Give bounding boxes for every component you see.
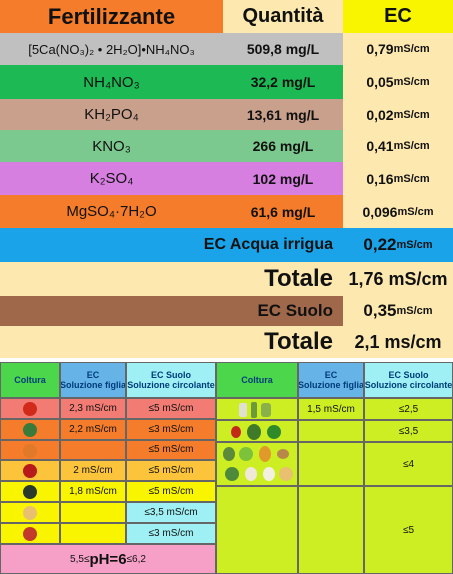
fertilizer-ec-1: 0,79 mS/cm	[343, 33, 453, 65]
crop-cell-left-5	[0, 481, 60, 502]
final-total-label: Totale	[0, 326, 343, 358]
cabbage-icon	[225, 467, 239, 481]
fertilizer-ec-5: 0,16 mS/cm	[343, 162, 453, 195]
ph-note: 5,5≤ pH=6 ≤6,2	[0, 544, 216, 574]
fertilizer-ec-2: 0,05 mS/cm	[343, 65, 453, 99]
fertilizer-quantity-3: 13,61 mg/L	[223, 99, 343, 130]
crop-cell-left-6	[0, 502, 60, 523]
leek-icon	[239, 403, 247, 417]
onion-icon	[245, 467, 257, 481]
ec-cell-left-2: 2,2 mS/cm	[60, 418, 126, 440]
artichoke-icon	[223, 447, 235, 461]
soil-cell-left-1: ≤5 mS/cm	[126, 398, 216, 419]
fertilizer-ec-6: 0,096 mS/cm	[343, 195, 453, 228]
crop-header-right: Coltura	[216, 362, 298, 398]
soil-ec-value: 0,35 mS/cm	[343, 296, 453, 326]
fertilizer-name-5: K₂SO₄	[0, 162, 223, 195]
header-quantity: Quantità	[223, 0, 343, 33]
fertilizer-quantity-2: 32,2 mg/L	[223, 65, 343, 99]
potato-icon	[277, 449, 289, 459]
fertilizer-name-6: MgSO₄·7H₂O	[0, 195, 223, 228]
crop-cell-left-4	[0, 460, 60, 482]
fertilizer-quantity-5: 102 mg/L	[223, 162, 343, 195]
ec-cell-left-7	[60, 522, 126, 544]
soil-header-right: EC Suolo Soluzione circolante	[364, 362, 453, 398]
soil-cell-right-4: ≤5	[364, 486, 453, 574]
total-value: 1,76 mS/cm	[343, 262, 453, 296]
ec-cell-right-4	[298, 486, 364, 574]
ec-header-left: EC Soluzione figlia	[60, 362, 126, 398]
ec-cell-left-1: 2,3 mS/cm	[60, 398, 126, 419]
soil-cell-left-2: ≤3 mS/cm	[126, 418, 216, 440]
total-label: Totale	[0, 262, 343, 296]
fertilizer-name-2: NH₄NO₃	[0, 65, 223, 99]
crop-ec-table: Coltura EC Soluzione figlia EC Suolo Sol…	[0, 362, 453, 574]
fertilizer-ec-4: 0,41 mS/cm	[343, 130, 453, 162]
asparagus-icon	[251, 402, 257, 418]
crop-cell-right-1	[216, 398, 298, 420]
melon-icon	[279, 467, 293, 481]
soil-ec-label: EC Suolo	[0, 296, 343, 326]
ec-cell-right-1: 1,5 mS/cm	[298, 398, 364, 420]
fertilizer-quantity-4: 266 mg/L	[223, 130, 343, 162]
crop-cell-left-2	[0, 418, 60, 440]
celery-icon	[261, 403, 271, 417]
ec-cell-right-2	[298, 420, 364, 442]
fertilizer-name-1: [5Ca(NO₃)₂ • 2H₂O]•NH₄NO₃	[0, 33, 223, 65]
fertilizer-quantity-6: 61,6 mg/L	[223, 195, 343, 228]
garlic-icon	[263, 467, 275, 481]
soil-cell-left-7: ≤3 mS/cm	[126, 522, 216, 544]
ec-cell-left-6	[60, 502, 126, 523]
separator	[0, 358, 453, 362]
crop-cell-right-4	[216, 486, 298, 574]
watermelon-icon	[23, 526, 37, 541]
tomato-icon	[23, 402, 37, 416]
crop-cell-right-3	[216, 442, 298, 486]
squash-icon	[259, 446, 271, 462]
pepper-icon	[231, 426, 241, 438]
pepper-icon	[23, 464, 37, 479]
fertilizer-name-4: KNO₃	[0, 130, 223, 162]
crop-cell-left-7	[0, 522, 60, 544]
pumpkin-icon	[23, 443, 37, 458]
irrigation-ec-value: 0,22 mS/cm	[343, 228, 453, 262]
soil-cell-left-4: ≤5 mS/cm	[126, 460, 216, 482]
final-total-value: 2,1 ms/cm	[343, 326, 453, 358]
soil-cell-left-3: ≤5 mS/cm	[126, 439, 216, 461]
crop-cell-right-2	[216, 420, 298, 442]
cucumber-icon	[23, 422, 37, 437]
soil-cell-left-5: ≤5 mS/cm	[126, 481, 216, 502]
fertilizer-name-3: KH₂PO₄	[0, 99, 223, 130]
soil-header-left: EC Suolo Soluzione circolante	[126, 362, 216, 398]
ec-cell-left-5: 1,8 mS/cm	[60, 481, 126, 502]
crop-header-left: Coltura	[0, 362, 60, 398]
ec-header-right: EC Soluzione figlia	[298, 362, 364, 398]
ec-cell-left-3	[60, 439, 126, 461]
crop-cell-left-1	[0, 398, 60, 419]
soil-cell-right-1: ≤2,5	[364, 398, 453, 420]
header-fertilizer: Fertilizzante	[0, 0, 223, 33]
ec-cell-right-3	[298, 442, 364, 486]
crop-cell-left-3	[0, 439, 60, 461]
eggplant-icon	[23, 485, 37, 500]
chard-icon	[247, 424, 261, 440]
header-ec: EC	[343, 0, 453, 33]
soil-cell-right-2: ≤3,5	[364, 420, 453, 442]
lettuce-icon	[239, 447, 253, 461]
soil-cell-right-3: ≤4	[364, 442, 453, 486]
basil-icon	[267, 425, 281, 439]
fertilizer-ec-3: 0,02 mS/cm	[343, 99, 453, 130]
ec-cell-left-4: 2 mS/cm	[60, 460, 126, 482]
melon-icon	[23, 506, 37, 520]
irrigation-ec-label: EC Acqua irrigua	[0, 228, 343, 262]
soil-cell-left-6: ≤3,5 mS/cm	[126, 502, 216, 523]
fertilizer-quantity-1: 509,8 mg/L	[223, 33, 343, 65]
